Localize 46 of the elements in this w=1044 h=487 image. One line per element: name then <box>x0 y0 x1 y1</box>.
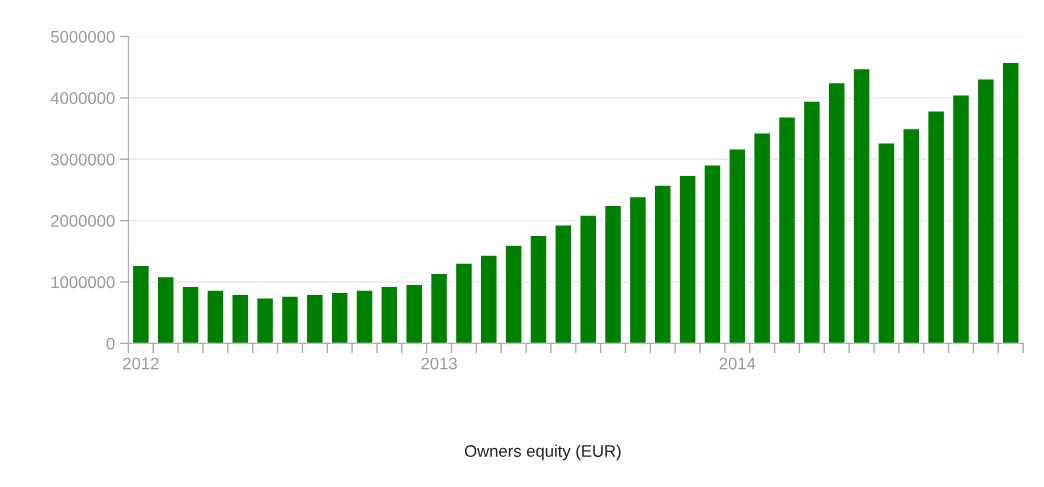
y-tick-label: 0 <box>106 337 115 350</box>
x-tick-label: 2013 <box>421 357 457 370</box>
y-tick-label: 5000000 <box>51 30 115 43</box>
bar <box>777 116 797 344</box>
bar <box>231 293 250 344</box>
bar <box>753 132 772 344</box>
bar <box>653 184 672 344</box>
bar <box>628 195 648 344</box>
bar <box>181 285 200 344</box>
bar <box>827 81 846 344</box>
bar <box>479 254 498 344</box>
bar <box>951 94 971 344</box>
y-tick-label: 1000000 <box>51 276 115 289</box>
bar <box>429 272 449 344</box>
bar <box>902 127 921 344</box>
bar <box>355 289 374 344</box>
bar <box>280 295 300 344</box>
bar <box>405 283 424 344</box>
y-tick-label: 3000000 <box>50 153 115 166</box>
bar <box>579 214 598 344</box>
x-tick-label: 2014 <box>719 357 756 370</box>
bar <box>703 164 722 344</box>
bar <box>206 289 225 344</box>
bar <box>156 275 175 344</box>
bar <box>380 285 399 344</box>
bar <box>131 264 150 344</box>
y-tick-label: 2000000 <box>51 215 115 227</box>
bar <box>877 141 896 344</box>
bar <box>802 100 822 344</box>
bar <box>728 148 747 344</box>
bar <box>852 67 871 344</box>
bar <box>603 204 623 344</box>
bar <box>926 110 946 344</box>
bar <box>330 291 349 344</box>
bar <box>504 244 523 344</box>
bar <box>678 174 697 344</box>
bar <box>1001 61 1020 344</box>
bar <box>305 293 324 344</box>
bar <box>255 297 275 344</box>
bar <box>976 78 995 344</box>
bar <box>554 224 573 344</box>
x-tick-label: 2012 <box>123 357 159 370</box>
y-tick-label: 4000000 <box>50 92 115 105</box>
bar <box>529 234 548 344</box>
bar <box>454 262 474 344</box>
text: Owners equity (EUR) <box>464 444 621 461</box>
